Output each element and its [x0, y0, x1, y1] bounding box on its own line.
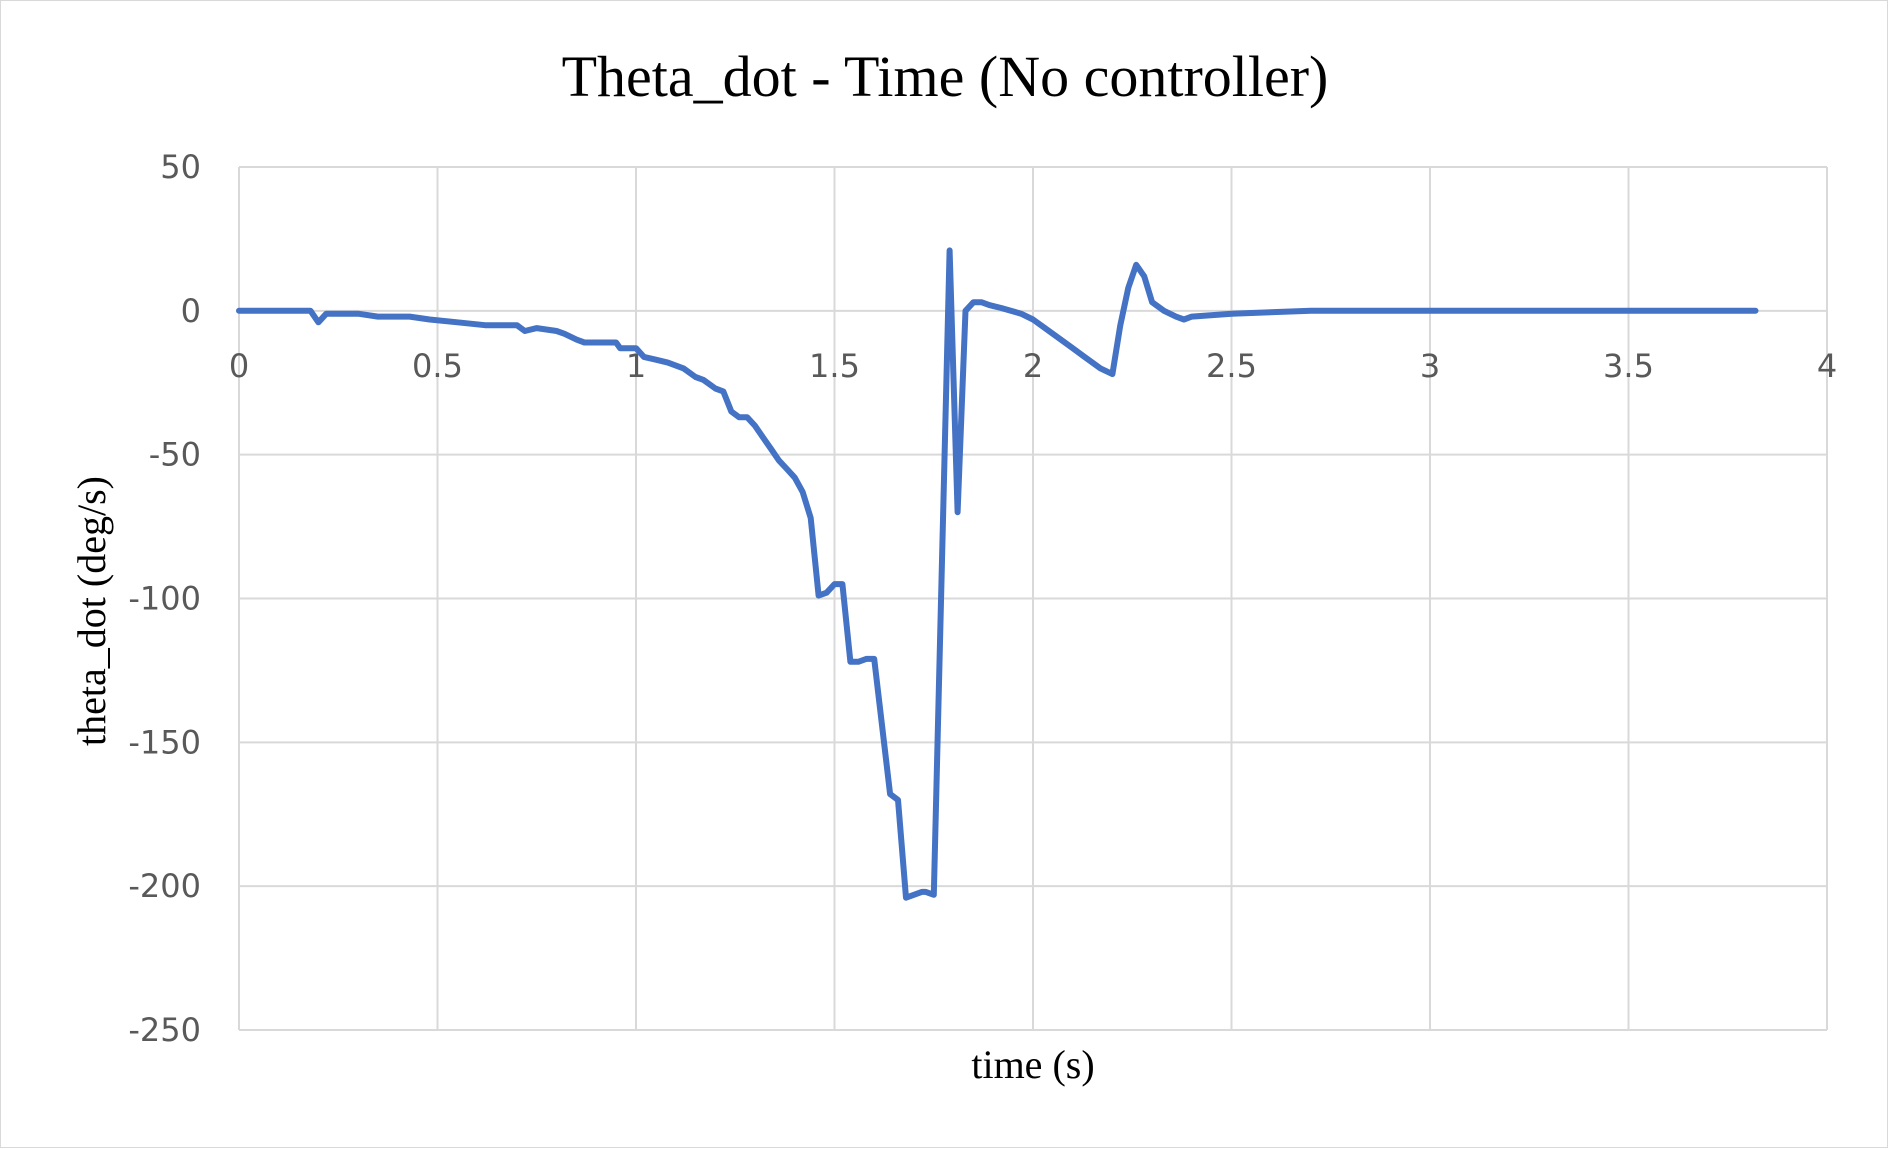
x-tick-label: 1.5 — [809, 347, 860, 385]
y-tick-label: -250 — [128, 1011, 201, 1049]
x-tick-label: 4 — [1817, 347, 1837, 385]
x-axis-title: time (s) — [971, 1042, 1094, 1087]
y-tick-label: 0 — [181, 292, 201, 330]
series-line — [236, 247, 1759, 901]
y-tick-label: 50 — [160, 148, 201, 186]
y-tick-labels: 50 0 -50 -100 -150 -200 -250 — [128, 148, 201, 1049]
y-tick-label: -100 — [128, 580, 201, 618]
x-tick-label: 2 — [1023, 347, 1043, 385]
y-tick-label: -150 — [128, 723, 201, 761]
horizontal-gridlines — [239, 166, 1827, 1031]
chart-title: Theta_dot - Time (No controller) — [562, 44, 1329, 109]
y-tick-label: -50 — [149, 436, 201, 474]
y-axis-title: theta_dot (deg/s) — [69, 476, 114, 746]
x-tick-label: 2.5 — [1206, 347, 1257, 385]
x-tick-label: 0.5 — [412, 347, 463, 385]
x-tick-label: 3 — [1420, 347, 1440, 385]
x-tick-label: 3.5 — [1603, 347, 1654, 385]
x-tick-label: 0 — [229, 347, 249, 385]
x-tick-labels: 0 0.5 1 1.5 2 2.5 3 3.5 4 — [229, 347, 1837, 385]
y-tick-label: -200 — [128, 867, 201, 905]
